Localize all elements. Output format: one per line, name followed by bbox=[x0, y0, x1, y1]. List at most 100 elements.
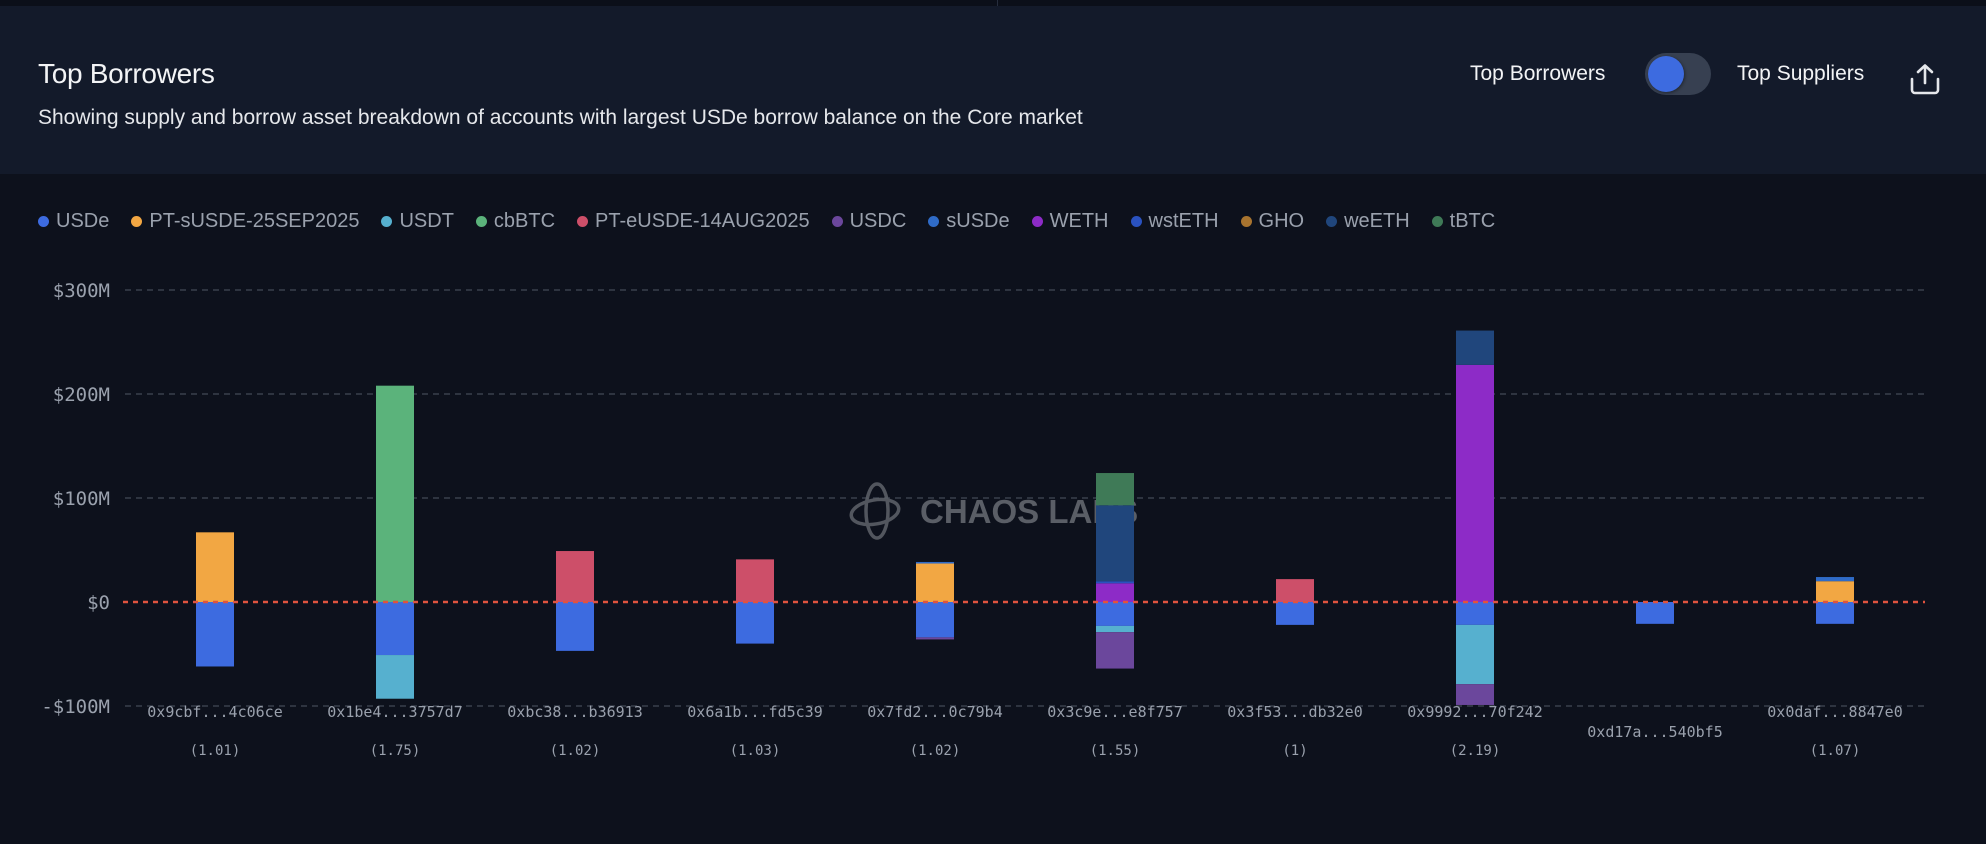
y-tick-label: $0 bbox=[87, 592, 110, 614]
legend-dot-icon bbox=[577, 216, 589, 227]
legend-dot-icon bbox=[475, 216, 487, 227]
bar-segment-usde bbox=[556, 602, 594, 651]
legend-label: USDe bbox=[56, 210, 110, 232]
legend-label: USDT bbox=[399, 210, 454, 232]
legend-item-usde[interactable]: USDe bbox=[38, 210, 109, 233]
bar-segment-pt-susde-25sep2025 bbox=[1816, 581, 1854, 602]
legend-label: weETH bbox=[1344, 210, 1410, 232]
legend-item-weth[interactable]: WETH bbox=[1031, 210, 1109, 233]
bar-segment-weeth bbox=[1456, 330, 1494, 365]
bar-segment-usdt bbox=[1096, 625, 1134, 633]
divider bbox=[997, 0, 998, 6]
legend-item-pt-susde-25sep2025[interactable]: PT-sUSDE-25SEP2025 bbox=[131, 210, 359, 233]
x-tick-sublabel: (1.55) bbox=[1090, 743, 1141, 759]
bar-segment-usde bbox=[736, 602, 774, 644]
x-tick-label: 0x6a1b...fd5c39 bbox=[687, 703, 822, 721]
x-tick-label: 0x7fd2...0c79b4 bbox=[867, 703, 1002, 721]
bar-segment-susde bbox=[916, 561, 954, 564]
card-header: Top Borrowers Showing supply and borrow … bbox=[0, 6, 1986, 174]
y-tick-label: -$100M bbox=[41, 696, 110, 718]
bar-segment-weth bbox=[1456, 364, 1494, 602]
share-upload-icon[interactable] bbox=[1908, 62, 1942, 96]
bar-segment-cbbtc bbox=[376, 385, 414, 602]
legend-dot-icon bbox=[831, 216, 843, 227]
legend-item-tbtc[interactable]: tBTC bbox=[1431, 210, 1496, 233]
bar-segment-pt-eusde-14aug2025 bbox=[736, 559, 774, 602]
x-tick-label: 0xbc38...b36913 bbox=[507, 703, 642, 721]
toggle-knob bbox=[1648, 56, 1684, 92]
page-subtitle: Showing supply and borrow asset breakdow… bbox=[38, 106, 1083, 129]
legend-item-wsteth[interactable]: wstETH bbox=[1130, 210, 1219, 233]
bar-segment-usdc bbox=[1096, 632, 1134, 669]
x-tick-label: 0x1be4...3757d7 bbox=[327, 703, 462, 721]
x-tick-label: 0x3c9e...e8f757 bbox=[1047, 703, 1182, 721]
legend-dot-icon bbox=[1240, 216, 1252, 227]
chart-legend: USDe PT-sUSDE-25SEP2025 USDT cbBTC PT-eUSDE-… bbox=[38, 210, 1495, 233]
bar-segment-usde bbox=[1636, 602, 1674, 624]
bar-segment-weth bbox=[1096, 583, 1134, 602]
legend-label: cbBTC bbox=[493, 210, 556, 232]
x-tick-label: 0x0daf...8847e0 bbox=[1767, 703, 1902, 721]
legend-item-susde[interactable]: sUSDe bbox=[928, 210, 1010, 233]
legend-label: PT-eUSDE-14AUG2025 bbox=[595, 210, 810, 232]
legend-item-weeth[interactable]: weETH bbox=[1326, 210, 1410, 233]
bar-segment-tbtc bbox=[1096, 473, 1134, 506]
legend-dot-icon bbox=[38, 216, 49, 227]
bar-segment-usde bbox=[916, 602, 954, 638]
y-tick-label: $100M bbox=[53, 488, 110, 510]
bar-segment-pt-eusde-14aug2025 bbox=[1276, 579, 1314, 602]
x-tick-label: 0x9992...70f242 bbox=[1407, 703, 1542, 721]
legend-dot-icon bbox=[928, 216, 940, 227]
bar-segment-pt-eusde-14aug2025 bbox=[556, 551, 594, 602]
bar-segment-usdc bbox=[1456, 684, 1494, 705]
bar-segment-susde bbox=[1816, 577, 1854, 582]
bar-segment-usdt bbox=[1456, 624, 1494, 685]
bar-segment-weeth bbox=[1096, 505, 1134, 582]
legend-dot-icon bbox=[1326, 216, 1338, 227]
x-tick-sublabel: (1.02) bbox=[910, 743, 961, 759]
x-tick-sublabel: (1.07) bbox=[1810, 743, 1861, 759]
x-tick-sublabel: (2.19) bbox=[1450, 743, 1501, 759]
legend-label: tBTC bbox=[1449, 210, 1496, 232]
toggle-label-top-suppliers[interactable]: Top Suppliers bbox=[1737, 62, 1865, 85]
bar-segment-usdt bbox=[376, 655, 414, 699]
bar-segment-usde bbox=[1276, 602, 1314, 625]
x-tick-sublabel: (1) bbox=[1282, 743, 1307, 759]
bar-segment-usde bbox=[1456, 602, 1494, 625]
legend-item-usdt[interactable]: USDT bbox=[381, 210, 454, 233]
x-tick-sublabel: (1.02) bbox=[550, 743, 601, 759]
legend-item-usdc[interactable]: USDC bbox=[831, 210, 907, 233]
legend-item-pt-eusde-14aug2025[interactable]: PT-eUSDE-14AUG2025 bbox=[577, 210, 810, 233]
legend-label: wstETH bbox=[1148, 210, 1219, 232]
legend-item-cbbtc[interactable]: cbBTC bbox=[475, 210, 556, 233]
bar-segment-pt-susde-25sep2025 bbox=[916, 563, 954, 602]
x-tick-sublabel: (1.01) bbox=[190, 743, 241, 759]
bar-segment-pt-susde-25sep2025 bbox=[196, 532, 234, 602]
legend-dot-icon bbox=[1031, 216, 1043, 227]
x-tick-sublabel: (1.03) bbox=[730, 743, 781, 759]
legend-label: sUSDe bbox=[946, 210, 1010, 232]
bar-segment-usde bbox=[196, 602, 234, 667]
legend-dot-icon bbox=[131, 216, 143, 227]
y-tick-label: $200M bbox=[53, 384, 110, 406]
x-tick-label: 0x9cbf...4c06ce bbox=[147, 703, 282, 721]
borrowers-suppliers-toggle[interactable] bbox=[1645, 53, 1711, 95]
legend-dot-icon bbox=[1130, 216, 1142, 227]
legend-item-gho[interactable]: GHO bbox=[1240, 210, 1304, 233]
chaos-labs-watermark-logo bbox=[849, 482, 901, 540]
legend-label: WETH bbox=[1049, 210, 1109, 232]
top-strip bbox=[0, 0, 1986, 6]
page-title: Top Borrowers bbox=[38, 58, 215, 89]
bar-segment-usdc bbox=[916, 637, 954, 640]
x-tick-label: 0x3f53...db32e0 bbox=[1227, 703, 1362, 721]
toggle-label-top-borrowers[interactable]: Top Borrowers bbox=[1470, 62, 1606, 85]
x-tick-sublabel: (1.75) bbox=[370, 743, 421, 759]
bar-segment-usde bbox=[376, 602, 414, 656]
legend-dot-icon bbox=[381, 216, 393, 227]
legend-label: PT-sUSDE-25SEP2025 bbox=[149, 210, 360, 232]
bar-segment-usde bbox=[1096, 602, 1134, 626]
legend-label: USDC bbox=[849, 210, 907, 232]
y-tick-label: $300M bbox=[53, 280, 110, 302]
bar-segment-wsteth bbox=[1096, 581, 1134, 584]
